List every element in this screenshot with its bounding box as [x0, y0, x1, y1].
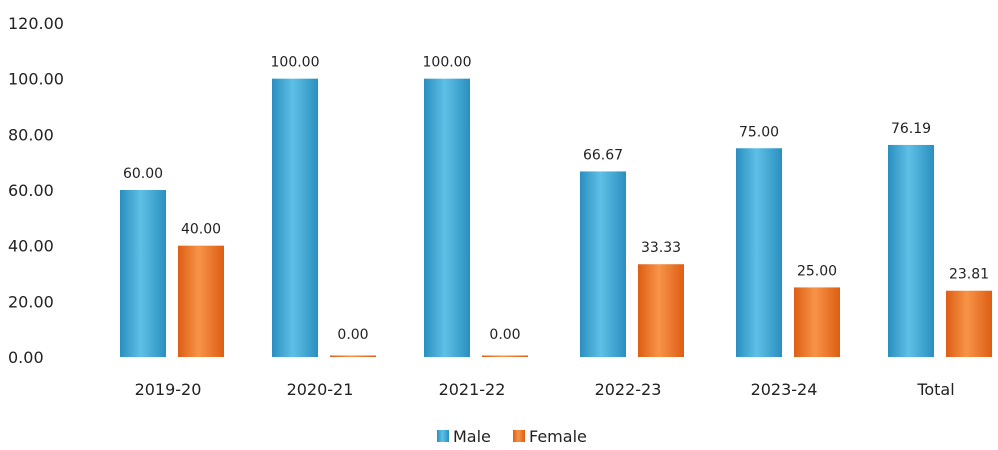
bar-male — [272, 78, 318, 358]
data-label-male: 75.00 — [739, 124, 779, 140]
x-axis: 2019-20 2020-21 2021-22 2022-23 2023-24 Total — [135, 380, 955, 399]
x-category-label: Total — [916, 380, 954, 399]
data-label-female: 33.33 — [641, 240, 681, 256]
bar-female — [330, 355, 376, 357]
data-labels: 60.00 100.00 100.00 66.67 75.00 76.19 40.00 0.0… — [123, 55, 989, 343]
bars — [120, 78, 992, 358]
y-tick-label: 40.00 — [8, 237, 54, 256]
y-axis: 0.00 20.00 40.00 60.00 80.00 100.00 120.00 — [8, 14, 64, 367]
legend-swatch-male — [437, 430, 449, 442]
legend: Male Female — [437, 427, 587, 446]
y-tick-label: 20.00 — [8, 292, 54, 311]
bar-male — [888, 144, 934, 357]
bar-female — [638, 264, 684, 357]
bar-female — [946, 290, 992, 357]
bar-male — [424, 78, 470, 358]
y-tick-label: 60.00 — [8, 181, 54, 200]
data-label-female: 25.00 — [797, 263, 837, 279]
bar-male — [580, 171, 626, 357]
data-label-male: 100.00 — [271, 55, 320, 71]
data-label-male: 66.67 — [583, 147, 623, 163]
y-tick-label: 0.00 — [8, 348, 44, 367]
bar-female — [482, 355, 528, 357]
data-label-male: 100.00 — [423, 55, 472, 71]
data-label-female: 0.00 — [337, 327, 368, 343]
legend-label-female: Female — [529, 427, 587, 446]
y-tick-label: 120.00 — [8, 14, 64, 33]
x-category-label: 2023-24 — [751, 380, 818, 399]
data-label-female: 40.00 — [181, 222, 221, 238]
legend-label-male: Male — [453, 427, 491, 446]
bar-male — [120, 190, 166, 357]
x-category-label: 2019-20 — [135, 380, 202, 399]
bar-male — [736, 148, 782, 357]
x-category-label: 2021-22 — [439, 380, 506, 399]
data-label-male: 60.00 — [123, 166, 163, 182]
data-label-female: 0.00 — [489, 327, 520, 343]
x-category-label: 2020-21 — [287, 380, 354, 399]
legend-swatch-female — [513, 430, 525, 442]
bar-female — [178, 245, 224, 357]
y-tick-label: 80.00 — [8, 125, 54, 144]
y-tick-label: 100.00 — [8, 70, 64, 89]
data-label-female: 23.81 — [949, 267, 989, 283]
x-category-label: 2022-23 — [595, 380, 662, 399]
data-label-male: 76.19 — [891, 121, 931, 137]
bar-female — [794, 287, 840, 357]
